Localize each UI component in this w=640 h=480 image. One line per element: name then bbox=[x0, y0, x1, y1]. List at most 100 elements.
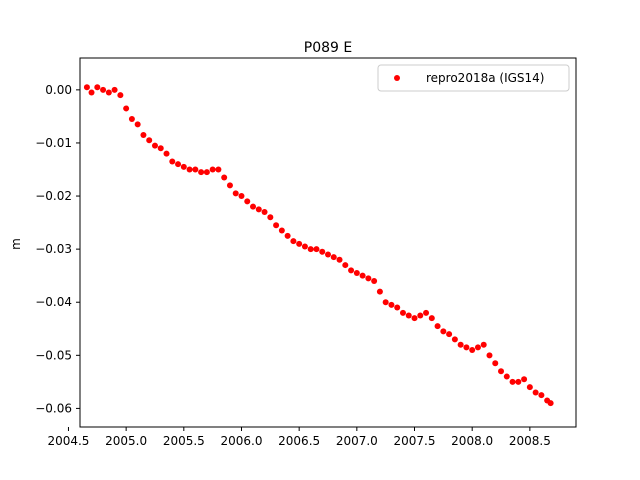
data-point bbox=[405, 312, 412, 319]
data-point bbox=[209, 166, 216, 173]
data-point bbox=[232, 190, 239, 197]
data-point bbox=[111, 86, 118, 93]
data-point bbox=[134, 121, 141, 128]
y-tick-label: −0.03 bbox=[35, 242, 72, 256]
data-point bbox=[198, 169, 205, 176]
x-tick-label: 2006.0 bbox=[220, 434, 262, 448]
y-tick-label: −0.02 bbox=[35, 189, 72, 203]
data-point bbox=[532, 389, 539, 396]
data-point bbox=[117, 92, 124, 99]
data-point bbox=[509, 378, 516, 385]
data-point bbox=[151, 142, 158, 149]
data-point bbox=[94, 84, 101, 91]
data-point bbox=[250, 203, 257, 210]
y-tick-label: −0.04 bbox=[35, 295, 72, 309]
data-point bbox=[411, 315, 418, 322]
data-point bbox=[290, 238, 297, 245]
data-point bbox=[215, 166, 222, 173]
data-point bbox=[123, 105, 130, 112]
x-tick-label: 2005.0 bbox=[105, 434, 147, 448]
y-axis-ticks: 0.00 −0.01 −0.02 −0.03 −0.04 −0.05 −0.06 bbox=[35, 83, 80, 415]
data-point bbox=[371, 277, 378, 284]
data-point bbox=[498, 368, 505, 375]
data-point bbox=[319, 248, 326, 255]
data-point bbox=[296, 240, 303, 247]
data-point bbox=[83, 84, 90, 91]
data-point bbox=[474, 344, 481, 351]
data-point bbox=[255, 206, 262, 213]
data-point bbox=[457, 341, 464, 348]
y-tick-label: 0.00 bbox=[45, 83, 72, 97]
x-tick-label: 2008.5 bbox=[509, 434, 551, 448]
data-point bbox=[394, 304, 401, 311]
data-point bbox=[417, 312, 424, 319]
x-tick-label: 2007.5 bbox=[394, 434, 436, 448]
data-point bbox=[186, 166, 193, 173]
data-point bbox=[434, 323, 441, 330]
data-point bbox=[336, 256, 343, 263]
data-point bbox=[301, 243, 308, 250]
data-point bbox=[175, 161, 182, 168]
legend-label: repro2018a (IGS14) bbox=[426, 71, 544, 85]
data-point bbox=[180, 163, 187, 170]
data-point bbox=[538, 392, 545, 399]
data-point bbox=[365, 275, 372, 282]
plot-frame bbox=[79, 57, 577, 428]
data-point bbox=[325, 251, 331, 258]
data-point bbox=[480, 341, 487, 348]
data-point bbox=[451, 336, 458, 343]
y-tick-label: −0.06 bbox=[35, 401, 72, 415]
data-point bbox=[486, 352, 493, 359]
x-tick-label: 2006.5 bbox=[278, 434, 320, 448]
x-tick-label: 2007.0 bbox=[336, 434, 378, 448]
data-point bbox=[330, 254, 337, 261]
data-point bbox=[267, 214, 274, 221]
data-point bbox=[503, 373, 510, 380]
data-point bbox=[399, 309, 406, 316]
data-point bbox=[140, 131, 147, 138]
data-point bbox=[388, 301, 395, 308]
data-point bbox=[146, 137, 153, 144]
data-point bbox=[359, 272, 366, 279]
data-point bbox=[353, 270, 360, 277]
data-point bbox=[169, 158, 176, 165]
data-point bbox=[342, 262, 349, 269]
data-point bbox=[273, 222, 280, 229]
data-point bbox=[192, 166, 199, 173]
data-point bbox=[307, 246, 314, 253]
x-tick-label: 2008.0 bbox=[451, 434, 493, 448]
data-point bbox=[313, 246, 320, 253]
data-point bbox=[521, 376, 528, 383]
data-point bbox=[382, 299, 389, 306]
data-point bbox=[238, 193, 245, 200]
data-point bbox=[163, 150, 170, 157]
data-point bbox=[284, 232, 291, 239]
legend: repro2018a (IGS14) bbox=[377, 64, 570, 92]
data-point bbox=[105, 89, 112, 96]
data-point bbox=[440, 328, 447, 335]
data-point bbox=[261, 208, 268, 215]
y-tick-label: −0.05 bbox=[35, 348, 72, 362]
data-point bbox=[221, 174, 228, 181]
data-point bbox=[100, 86, 107, 93]
data-point bbox=[526, 384, 533, 391]
y-tick-label: −0.01 bbox=[35, 136, 72, 150]
x-axis-ticks: 2004.5 2005.0 2005.5 2006.0 2006.5 2007.0 2007… bbox=[47, 427, 551, 448]
x-tick-label: 2004.5 bbox=[47, 434, 89, 448]
data-point bbox=[244, 198, 251, 205]
data-point bbox=[492, 360, 499, 367]
legend-box bbox=[377, 64, 570, 92]
legend-marker bbox=[394, 75, 400, 81]
data-point bbox=[515, 378, 522, 385]
data-point bbox=[128, 116, 135, 123]
data-point bbox=[423, 309, 430, 316]
data-point bbox=[348, 267, 355, 274]
data-point bbox=[547, 400, 554, 407]
data-point bbox=[469, 347, 476, 354]
chart-title: P089 E bbox=[304, 40, 352, 56]
data-point bbox=[226, 182, 233, 189]
y-axis-label: m bbox=[9, 238, 23, 250]
plot-marks bbox=[83, 84, 554, 407]
data-point bbox=[203, 169, 210, 176]
